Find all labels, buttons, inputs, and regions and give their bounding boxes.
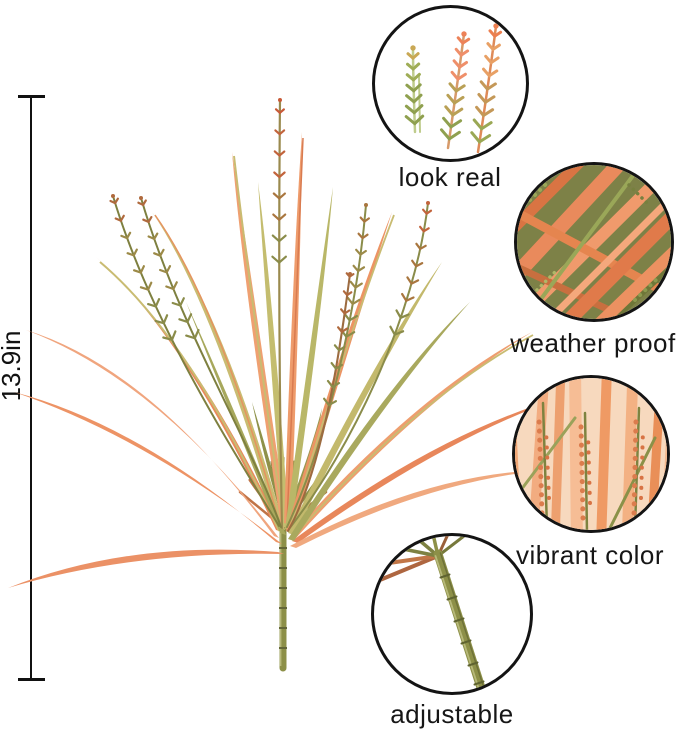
flower-spikes [109,98,433,532]
spike-buds [339,203,370,338]
vibrant-color-photo [515,378,667,530]
look-real-photo [404,23,503,154]
callout-look-real [372,5,529,162]
spike-buds [137,196,200,340]
adjustable-stem-photo [378,536,488,692]
weather-proof-photo [517,165,671,319]
grass-blades [8,132,566,588]
callout-adjustable [371,533,533,695]
callout-vibrant-color [512,375,670,533]
plant-stem [279,523,287,672]
look-real-label: look real [398,162,502,192]
spike-buds [470,23,503,144]
flower-spike [287,273,351,532]
spike-buds [109,194,177,341]
spike-buds [389,201,433,336]
ruler-line [30,96,32,680]
ruler-tick-bottom [18,678,45,681]
callout-weather-proof [514,162,674,322]
spike-buds [404,45,425,126]
weather-proof-label: weather proof [510,328,676,358]
flower-spike [140,197,282,528]
spike-buds [440,31,471,141]
spike-buds [271,98,287,264]
spike-buds [323,272,355,407]
adjustable-label: adjustable [390,699,514,729]
vibrant-color-label: vibrant color [515,540,665,570]
flower-spike [112,195,280,527]
